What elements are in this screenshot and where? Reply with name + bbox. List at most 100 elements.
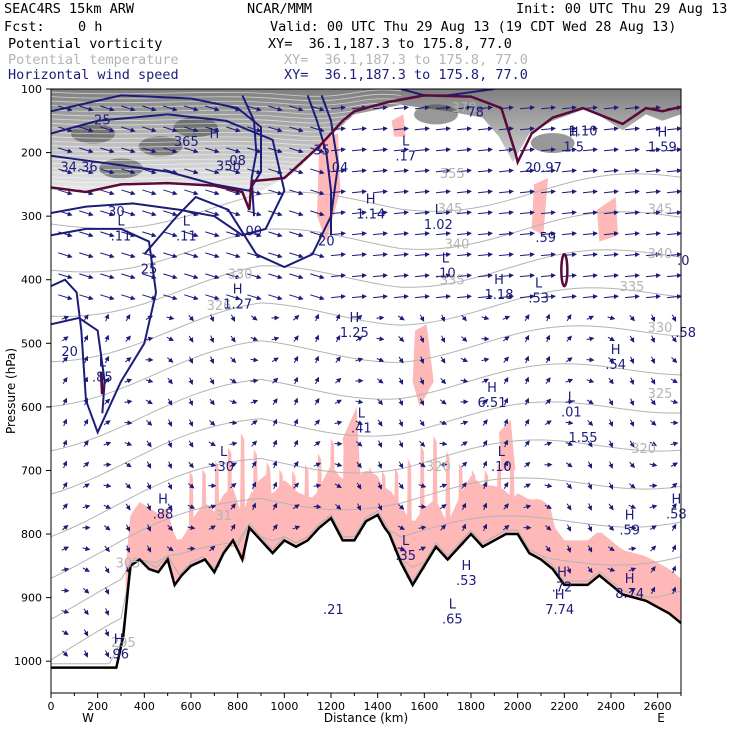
- wind-arrow-95: [163, 168, 178, 175]
- wind-arrow-106: [393, 168, 409, 174]
- wind-arrow-445: [586, 399, 594, 405]
- wind-arrow-260: [477, 273, 493, 279]
- wind-arrow-326: [607, 315, 616, 321]
- x-tick-label-12: 2400: [597, 700, 625, 713]
- wind-arrow-185: [163, 231, 178, 238]
- strat-theta-line: [51, 178, 402, 186]
- wind-arrow-666: [104, 650, 110, 658]
- wind-arrow-256: [393, 273, 409, 279]
- wind-arrow-330: [61, 336, 69, 342]
- wind-arrow-435: [377, 398, 383, 406]
- wind-arrow-66: [184, 147, 199, 154]
- wind-arrow-436: [398, 398, 404, 406]
- wind-arrow-162: [310, 210, 325, 217]
- wind-arrow-306: [188, 314, 194, 322]
- wind-arrow-476: [608, 419, 614, 427]
- extremum-kind-14: L: [442, 251, 450, 266]
- wind-arrow-614: [461, 523, 467, 532]
- wind-arrow-105: [372, 168, 388, 174]
- wind-arrow-143: [540, 189, 556, 195]
- wind-arrow-595: [587, 503, 593, 511]
- x-tick-label-2: 400: [134, 700, 155, 713]
- wind-arrow-197: [414, 231, 430, 237]
- wind-arrow-267: [624, 273, 640, 279]
- wind-arrow-342: [314, 334, 320, 343]
- wind-arrow-272: [100, 294, 115, 301]
- wind-arrow-249: [247, 273, 262, 280]
- wind-arrow-202: [519, 231, 535, 237]
- wind-arrow-400: [272, 377, 279, 384]
- wind-arrow-592: [523, 504, 532, 510]
- wind-arrow-478: [650, 420, 657, 426]
- wind-arrow-37: [205, 126, 220, 133]
- x-tick-label-13: 2600: [644, 700, 672, 713]
- wind-arrow-560: [482, 481, 488, 490]
- wind-arrow-168: [435, 210, 451, 216]
- wind-arrow-4: [142, 105, 157, 112]
- extremum-kind-29: H: [671, 492, 681, 507]
- wind-arrow-48: [435, 126, 451, 132]
- wind-arrow-414: [565, 378, 574, 384]
- wind-arrow-75: [372, 147, 388, 153]
- wind-arrow-412: [524, 376, 530, 385]
- extremum-value-3: 1.59: [648, 141, 677, 156]
- wind-arrow-599: [671, 503, 677, 510]
- wind-arrow-383: [545, 355, 551, 364]
- wind-arrow-164: [351, 210, 367, 216]
- wind-arrow-450: [62, 418, 68, 427]
- wind-arrow-427: [209, 398, 215, 406]
- wind-arrow-90: [58, 168, 73, 175]
- wind-arrow-503: [544, 441, 553, 447]
- wind-arrow-193: [330, 231, 346, 237]
- wind-arrow-633: [397, 546, 406, 551]
- extremum-value-33: .72: [552, 581, 573, 596]
- wind-arrow-238: [645, 252, 661, 258]
- extremum-value-26: .30: [213, 460, 234, 475]
- wind-arrow-182: [100, 231, 115, 238]
- wind-arrow-650: [650, 565, 656, 573]
- wind-arrow-529: [461, 461, 468, 468]
- wind-arrow-461: [293, 418, 299, 427]
- terrain-line: [51, 513, 681, 669]
- wind-arrow-54: [561, 126, 577, 132]
- wind-arrow-254: [351, 273, 367, 279]
- wind-arrow-569: [671, 482, 678, 489]
- theta-label-16: 295: [111, 636, 136, 651]
- extremum-kind-31: L: [402, 534, 410, 549]
- wind-arrow-179: [666, 210, 681, 216]
- strat-theta-line: [51, 116, 402, 124]
- wind-arrow-332: [104, 334, 110, 343]
- extremum-value-35: 7.74: [545, 603, 574, 618]
- wind-arrow-184: [142, 231, 157, 238]
- extremum-kind-36: L: [449, 597, 457, 612]
- x-tick-label-7: 1400: [364, 700, 392, 713]
- wind-arrow-562: [523, 483, 531, 489]
- extremum-value-16: .53: [528, 291, 549, 306]
- wind-arrow-505: [587, 440, 593, 448]
- wind-arrow-545: [167, 482, 173, 490]
- wind-arrow-338: [230, 335, 236, 343]
- strat-theta-line: [51, 156, 402, 164]
- wind-arrow-81: [498, 147, 514, 153]
- wind-arrow-551: [293, 482, 300, 489]
- wind-arrow-45: [372, 126, 388, 132]
- wind-arrow-517: [208, 462, 217, 468]
- highlight-plume: [509, 451, 516, 535]
- wind-arrow-661: [61, 630, 69, 635]
- wind-arrow-510: [62, 460, 68, 469]
- wind-arrow-579: [251, 502, 257, 511]
- wind-arrow-530: [482, 460, 488, 469]
- wind-arrow-534: [565, 462, 573, 468]
- theta-contour-6: [51, 401, 681, 495]
- wind-arrow-497: [419, 440, 426, 447]
- wind-arrow-259: [456, 273, 472, 279]
- strat-theta-line: [51, 151, 402, 160]
- wind-arrow-494: [355, 441, 363, 447]
- wind-arrow-112: [519, 168, 535, 174]
- wind-arrow-429: [250, 399, 259, 405]
- wind-arrow-74: [351, 147, 367, 153]
- wind-arrow-303: [125, 314, 131, 322]
- wind-arrow-284: [351, 294, 367, 300]
- wind-arrow-433: [334, 399, 342, 405]
- wind-arrow-340: [271, 336, 280, 342]
